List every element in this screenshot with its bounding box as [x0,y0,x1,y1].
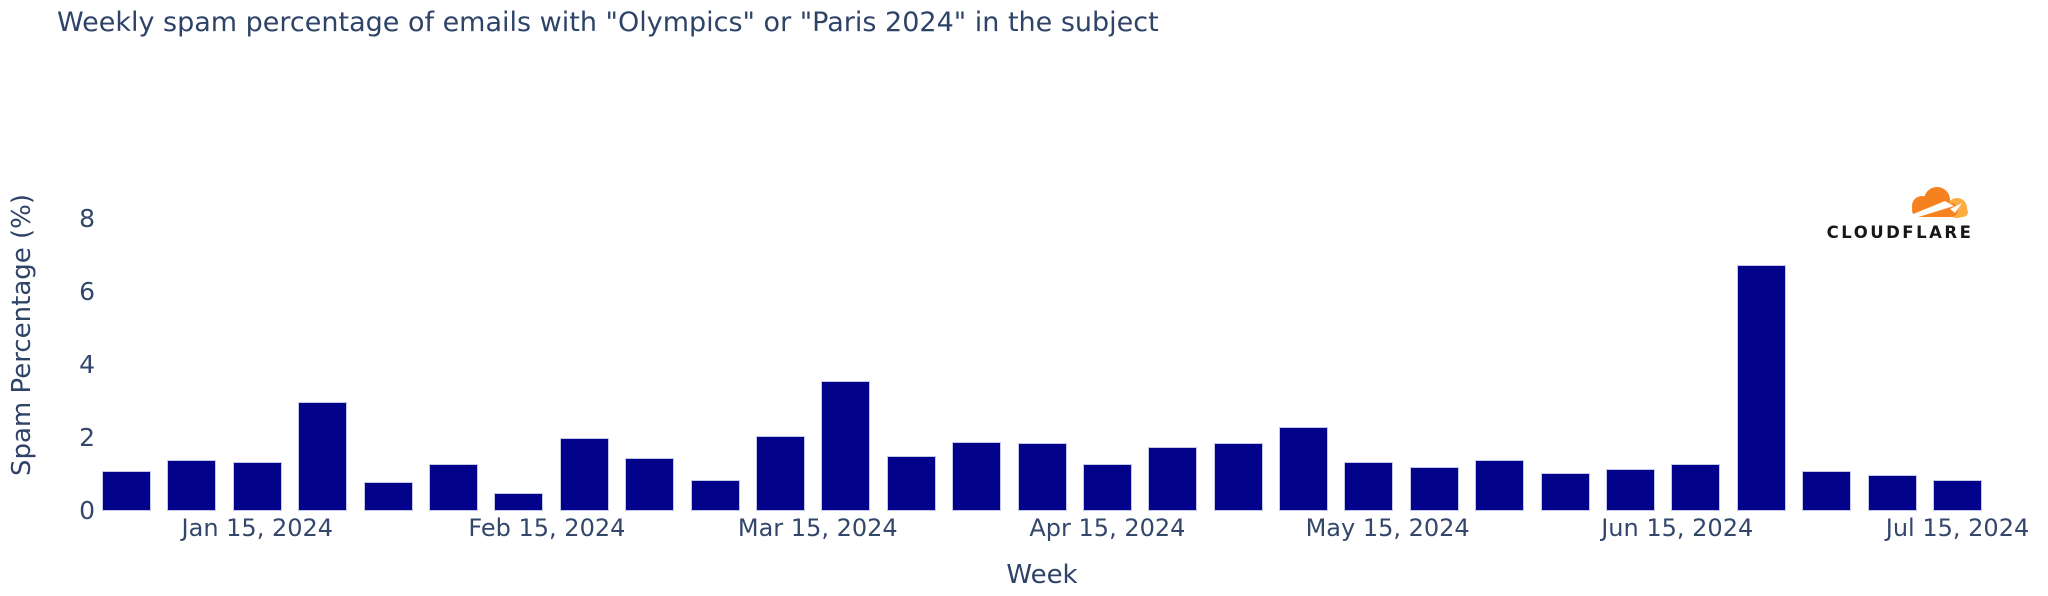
y-tick-label: 2 [79,423,95,452]
cloudflare-cloud-icon [1906,187,1968,218]
bar[interactable] [494,492,544,511]
bar[interactable] [1148,447,1198,511]
y-tick-label: 4 [79,350,95,379]
bar[interactable] [232,461,282,511]
bar[interactable] [1344,461,1394,511]
bar[interactable] [1736,264,1786,511]
x-tick-label: Apr 15, 2024 [1029,514,1186,542]
bar[interactable] [1475,459,1525,511]
x-tick-label: Jul 15, 2024 [1885,514,2030,542]
x-tick-label: Jan 15, 2024 [181,514,334,542]
bar[interactable] [363,481,413,511]
y-tick-label: 8 [79,204,95,233]
x-tick-label: Jun 15, 2024 [1601,514,1754,542]
bar[interactable] [1671,463,1721,511]
bar[interactable] [1082,463,1132,511]
bar[interactable] [1213,443,1263,511]
bar[interactable] [952,441,1002,511]
x-axis-title: Week [1006,560,1078,590]
bar[interactable] [821,381,871,511]
bar[interactable] [755,436,805,511]
cloudflare-wordmark: CLOUDFLARE [1826,223,1974,242]
bar[interactable] [1409,467,1459,511]
bar[interactable] [1802,470,1852,511]
x-tick-label: May 15, 2024 [1305,514,1470,542]
bar[interactable] [690,479,740,511]
x-tick-label: Feb 15, 2024 [468,514,626,542]
bar[interactable] [428,463,478,511]
bar[interactable] [1017,443,1067,511]
bar[interactable] [1279,427,1329,511]
bar[interactable] [102,470,151,511]
bar[interactable] [298,401,348,511]
bar[interactable] [886,456,936,511]
bar[interactable] [1540,472,1590,511]
bar[interactable] [1867,474,1917,511]
cloudflare-logo: CLOUDFLARE [1825,186,1975,244]
chart-title: Weekly spam percentage of emails with "O… [57,7,1159,38]
y-tick-label: 6 [79,277,95,306]
bar[interactable] [167,459,217,511]
y-tick-label: 0 [79,496,95,525]
bar[interactable] [1933,479,1982,511]
bar[interactable] [559,438,609,511]
bar[interactable] [625,458,675,511]
bar[interactable] [1606,469,1656,511]
x-tick-label: Mar 15, 2024 [737,514,898,542]
